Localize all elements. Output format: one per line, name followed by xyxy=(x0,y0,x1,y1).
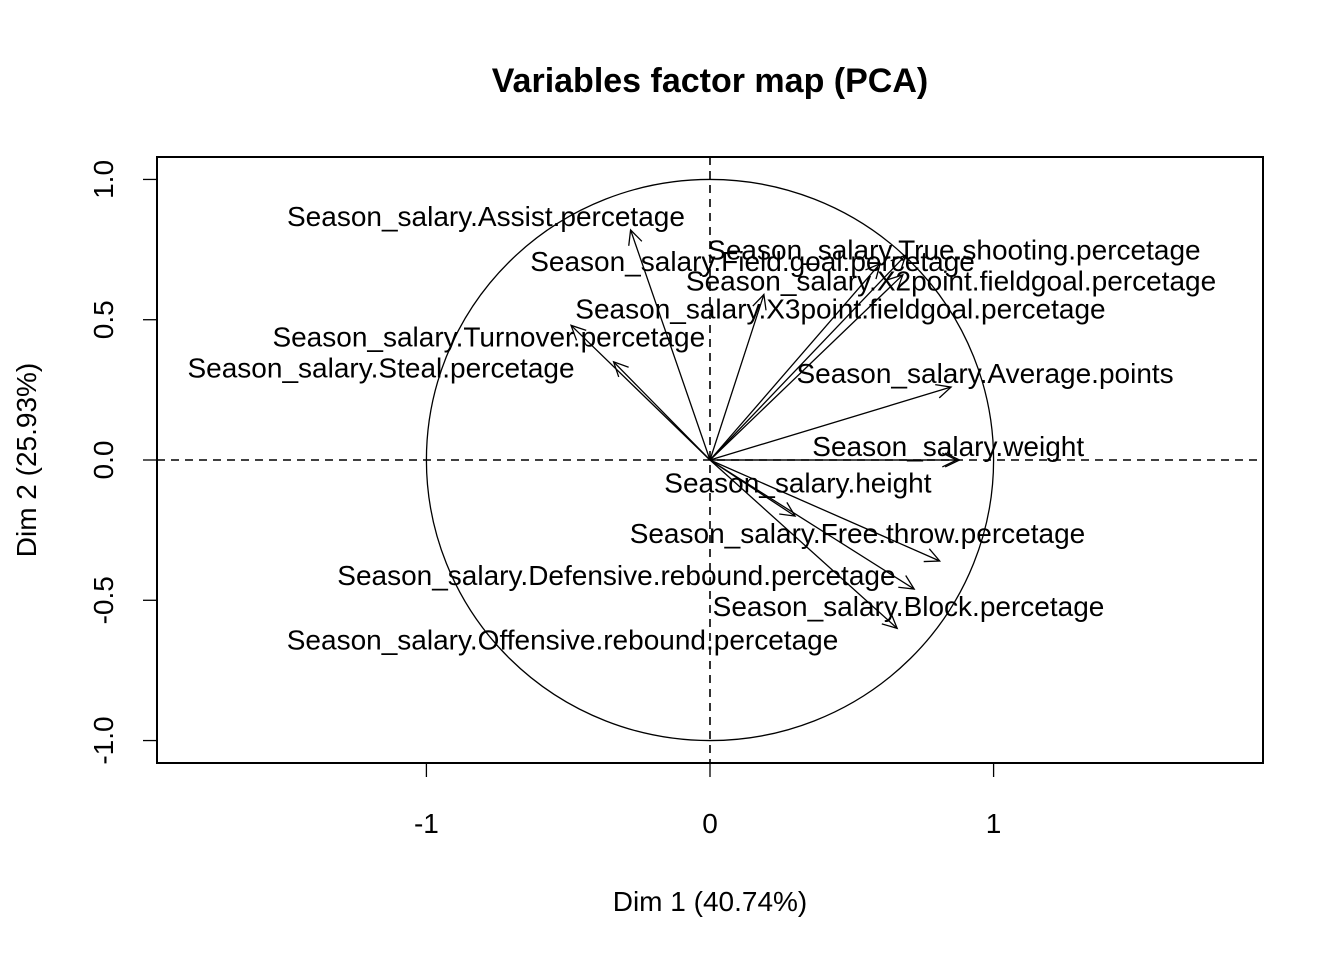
variable-label: Season_salary.Assist.percetage xyxy=(287,201,685,232)
arrow-head xyxy=(935,383,953,399)
variable-arrow xyxy=(709,459,942,563)
x-tick-label: -1 xyxy=(414,808,439,839)
variable-arrow xyxy=(710,452,959,468)
variable-label: Season_salary.X2point.fieldgoal.percetag… xyxy=(686,265,1216,296)
variable-label: Season_salary.X3point.fieldgoal.percetag… xyxy=(575,294,1105,325)
x-tick-label: 1 xyxy=(986,808,1002,839)
variable-arrow xyxy=(709,262,882,461)
arrow-shaft xyxy=(709,459,898,629)
arrow-head xyxy=(923,548,942,563)
y-tick-label: -0.5 xyxy=(88,576,119,624)
variable-arrow xyxy=(612,360,711,461)
variable-label: Season_salary.Offensive.rebound.percetag… xyxy=(287,625,839,656)
arrow-head xyxy=(779,502,797,517)
arrow-shaft xyxy=(629,229,711,461)
arrow-head xyxy=(865,262,882,280)
arrow-head xyxy=(898,575,916,590)
arrow-shaft xyxy=(570,324,711,461)
variable-label: Season_salary.Turnover.percetage xyxy=(272,322,705,353)
x-tick-label: 0 xyxy=(702,808,718,839)
arrow-shaft xyxy=(709,254,907,461)
arrow-head xyxy=(944,452,962,468)
arrow-shaft xyxy=(709,294,765,461)
y-tick-label: 0.5 xyxy=(88,300,119,339)
variable-label: Season_salary.weight xyxy=(812,431,1084,462)
variable-arrow xyxy=(709,254,907,461)
variable-arrow xyxy=(628,228,711,461)
variable-label: Season_salary.Steal.percetage xyxy=(187,352,574,383)
variable-arrow xyxy=(709,459,916,590)
variable-label: Season_salary.True.shooting.percetage xyxy=(707,235,1200,266)
variable-arrow xyxy=(709,383,953,461)
arrow-shaft xyxy=(709,386,952,461)
y-tick-label: -1.0 xyxy=(88,716,119,764)
variable-arrow xyxy=(709,293,767,461)
y-axis-title: Dim 2 (25.93%) xyxy=(11,363,42,558)
variable-arrow xyxy=(709,459,899,630)
y-tick-label: 0.0 xyxy=(88,441,119,480)
variable-label: Season_salary.Average.points xyxy=(796,358,1173,389)
arrow-head xyxy=(628,228,643,246)
variable-arrow xyxy=(569,324,711,461)
arrow-shaft xyxy=(709,459,915,590)
variable-label: Season_salary.Block.percetage xyxy=(713,591,1105,622)
variable-arrow xyxy=(709,273,904,461)
arrow-shaft xyxy=(613,361,711,461)
arrow-head xyxy=(942,452,959,468)
arrow-shaft xyxy=(709,263,881,461)
arrow-head xyxy=(890,254,907,271)
arrow-shaft xyxy=(709,459,940,562)
arrow-head xyxy=(569,324,587,341)
plot-area: Season_salary.Assist.percetage Season_sal… xyxy=(157,157,1263,763)
chart-title: Variables factor map (PCA) xyxy=(492,62,928,100)
variable-label: Season_salary.Free.throw.percetage xyxy=(630,518,1086,549)
x-axis-title: Dim 1 (40.74%) xyxy=(613,886,808,917)
axes: -1 0 1 -1.0 -0.5 0.0 0.5 1.0 xyxy=(88,160,1001,839)
y-tick-label: 1.0 xyxy=(88,160,119,199)
arrow-head xyxy=(887,273,904,291)
arrow-head xyxy=(752,293,767,311)
arrow-head xyxy=(881,613,899,630)
variable-label: Season_salary.Field.goal.percetage xyxy=(530,246,975,277)
variable-label: Season_salary.height xyxy=(664,467,931,498)
arrow-head xyxy=(612,360,629,378)
variable-label: Season_salary.Defensive.rebound.percetag… xyxy=(337,560,895,591)
arrow-shaft xyxy=(709,274,904,461)
